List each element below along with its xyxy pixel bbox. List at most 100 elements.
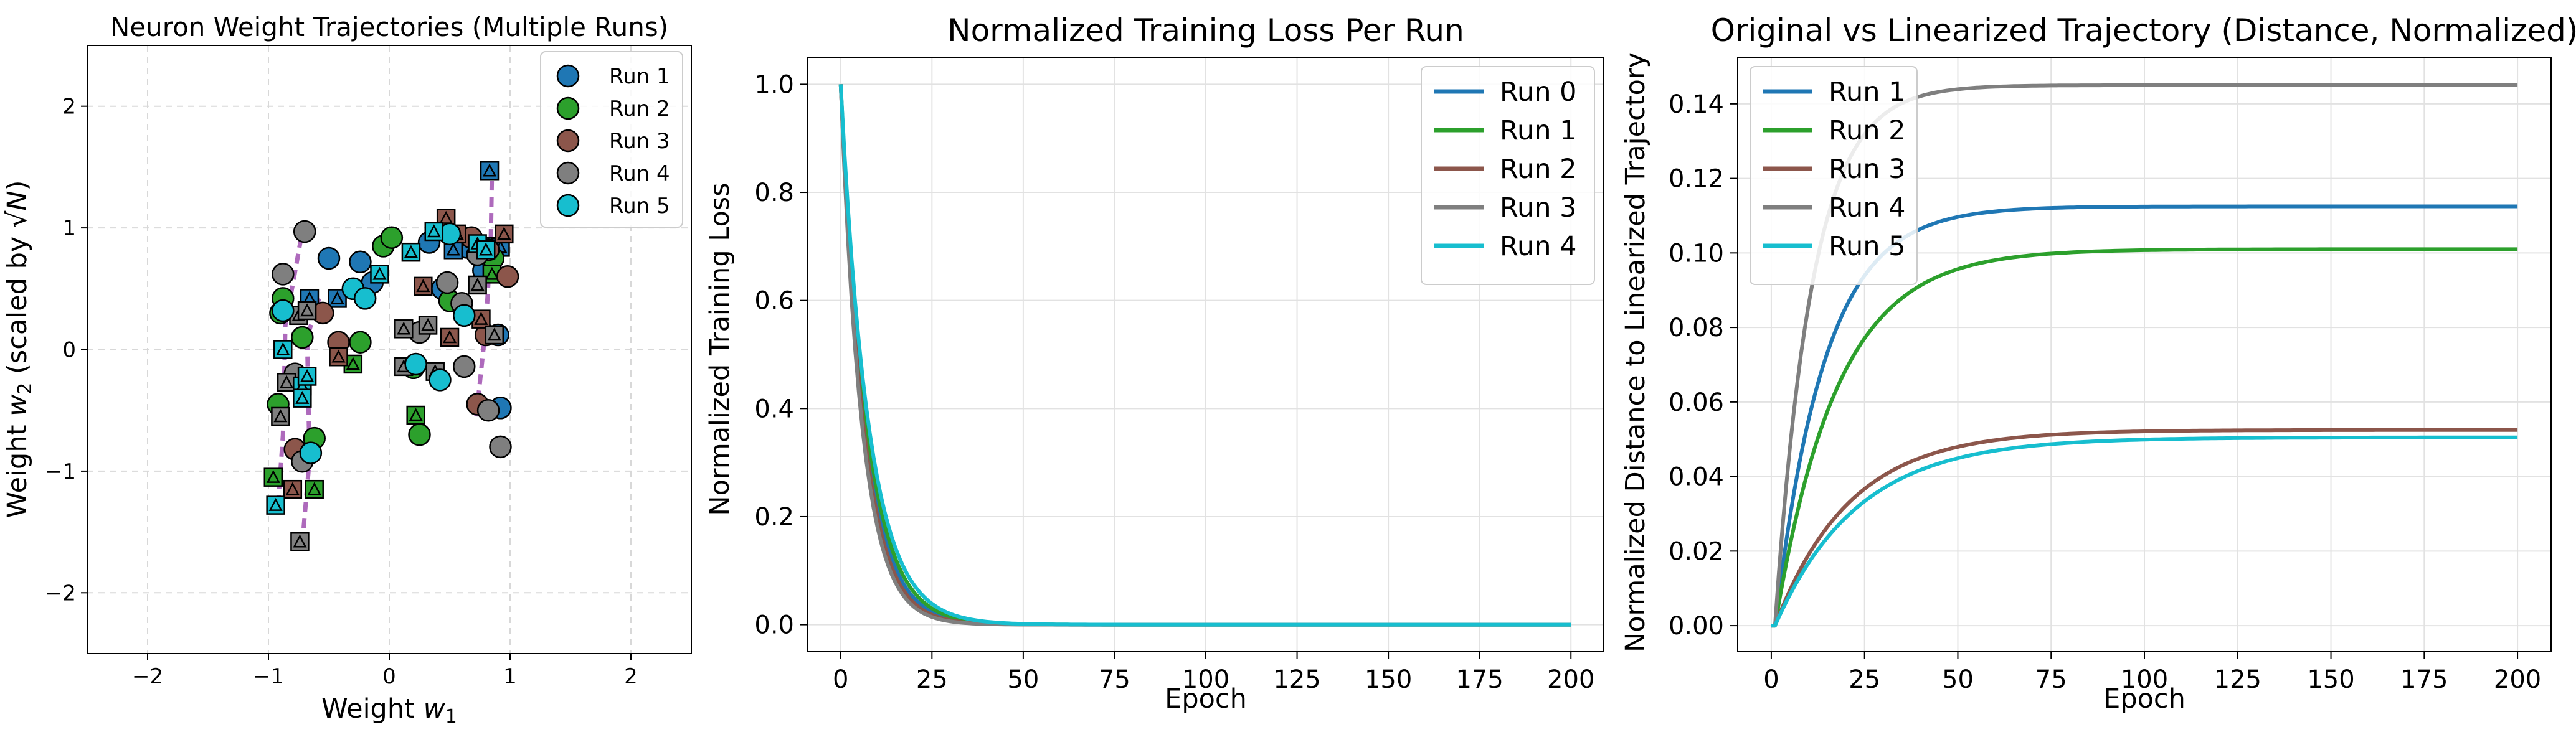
y-tick-label: 0 [62, 338, 76, 363]
y-tick-label: 0.04 [1669, 463, 1724, 492]
data-point-square [290, 532, 310, 551]
data-point-square [297, 367, 317, 386]
y-axis-label: Weight w2 (scaled by √N) [2, 181, 36, 518]
data-point-square [394, 319, 414, 339]
data-point-square [283, 479, 303, 499]
legend-entry: Run 4 [609, 161, 670, 186]
x-tick-label: −2 [132, 664, 163, 689]
data-point [408, 423, 431, 446]
legend-marker [556, 96, 580, 120]
data-point-square [266, 495, 285, 515]
data-point-square [468, 275, 487, 295]
legend-entry: Run 3 [1829, 154, 1905, 185]
data-point [349, 331, 372, 354]
training-loss-chart: 0 25 50 75 100 125 150 175 200 0.0 0.2 0.4 0.6 0.8 1.0… [704, 12, 1604, 715]
y-tick-label: 2 [62, 95, 76, 120]
legend-frame [540, 51, 683, 228]
legend-frame [1750, 66, 1918, 285]
y-tick-label: 0.4 [754, 395, 794, 423]
data-point [291, 326, 314, 349]
x-axis-label: Weight w1 [321, 693, 457, 728]
x-tick-label: 200 [1547, 665, 1594, 694]
series-line [838, 84, 1571, 627]
x-tick-label: 100 [1182, 665, 1229, 694]
legend-entry: Run 3 [1500, 192, 1576, 223]
data-point [429, 368, 452, 392]
x-tick-label: 200 [2494, 665, 2541, 694]
data-point [435, 271, 459, 294]
series-line [1771, 428, 2518, 628]
legend-entry: Run 1 [1500, 115, 1576, 146]
legend-entry: Run 3 [609, 129, 670, 154]
legend-entry: Run 2 [609, 96, 670, 121]
y-axis-label: Normalized Distance to Linearized Trajec… [1620, 52, 1651, 652]
data-point-square [273, 340, 293, 359]
data-point [496, 265, 519, 288]
data-point [299, 441, 323, 464]
x-tick-label: 25 [916, 665, 948, 694]
x-tick-label: 0 [833, 665, 848, 694]
data-point-square [406, 405, 425, 425]
x-tick-label: 125 [2214, 665, 2261, 694]
data-point-square [329, 347, 348, 367]
data-point-square [293, 388, 312, 408]
legend: Run 1 Run 2 Run 3 Run 4 Run 5 [540, 51, 683, 228]
legend-entry: Run 1 [1829, 77, 1905, 108]
y-tick-label: 0.0 [754, 611, 794, 640]
y-tick-label: 0.6 [754, 287, 794, 316]
x-tick-label: −1 [253, 664, 284, 689]
data-point-square [305, 479, 324, 499]
legend-entry: Run 4 [1500, 231, 1576, 262]
data-point-square [401, 242, 421, 262]
x-tick-label: 1 [503, 664, 517, 689]
data-point-square [485, 325, 504, 345]
data-point [293, 220, 316, 243]
x-tick-label: 50 [1942, 665, 1974, 694]
data-point [404, 352, 427, 376]
x-tick-label: 2 [624, 664, 638, 689]
x-tick-label: 50 [1007, 665, 1039, 694]
y-tick-label: 0.08 [1669, 314, 1724, 342]
legend-entry: Run 0 [1500, 77, 1576, 108]
data-point-square [414, 276, 433, 296]
chart-title: Neuron Weight Trajectories (Multiple Run… [110, 12, 668, 42]
data-point [272, 263, 295, 286]
y-tick-label: 1.0 [754, 70, 794, 99]
data-point [453, 304, 476, 327]
legend-marker [556, 194, 580, 217]
data-point-square [418, 316, 438, 335]
data-point-square [495, 224, 514, 244]
chart-title: Original vs Linearized Trajectory (Dista… [1711, 12, 2576, 49]
data-point [353, 287, 377, 310]
y-tick-label: −2 [45, 581, 76, 606]
data-point-square [480, 161, 500, 181]
legend-entry: Run 5 [1829, 231, 1905, 262]
legend-entry: Run 4 [1829, 192, 1905, 223]
legend-frame [1421, 66, 1595, 285]
y-tick-label: 1 [62, 216, 76, 241]
x-tick-label: 75 [2035, 665, 2067, 694]
y-axis-label: Normalized Training Loss [704, 182, 736, 515]
x-tick-label: 0 [382, 664, 396, 689]
data-point-square [271, 406, 290, 426]
weight-trajectories-chart: −2 −2 −1 −1 0 0 1 1 2 2 Neuron Weight Trajectorie… [2, 12, 692, 728]
y-tick-label: 0.12 [1669, 165, 1724, 194]
x-tick-label: 175 [2400, 665, 2448, 694]
data-point-square [476, 240, 496, 260]
data-point-square [370, 265, 389, 284]
y-tick-label: 0.8 [754, 179, 794, 207]
x-tick-label: 150 [1365, 665, 1412, 694]
x-tick-label: 125 [1273, 665, 1320, 694]
data-point-square [263, 467, 283, 487]
data-point [272, 299, 295, 322]
data-point [380, 226, 404, 249]
legend: Run 1 Run 2 Run 3 Run 4 Run 5 [1750, 66, 1918, 285]
data-point-square [424, 222, 444, 242]
x-tick-label: 25 [1849, 665, 1880, 694]
data-point-square [297, 301, 317, 321]
x-axis-label: Epoch [2103, 683, 2185, 715]
data-point-square [277, 373, 296, 392]
chart-title: Normalized Training Loss Per Run [947, 12, 1464, 49]
data-point [317, 246, 341, 270]
